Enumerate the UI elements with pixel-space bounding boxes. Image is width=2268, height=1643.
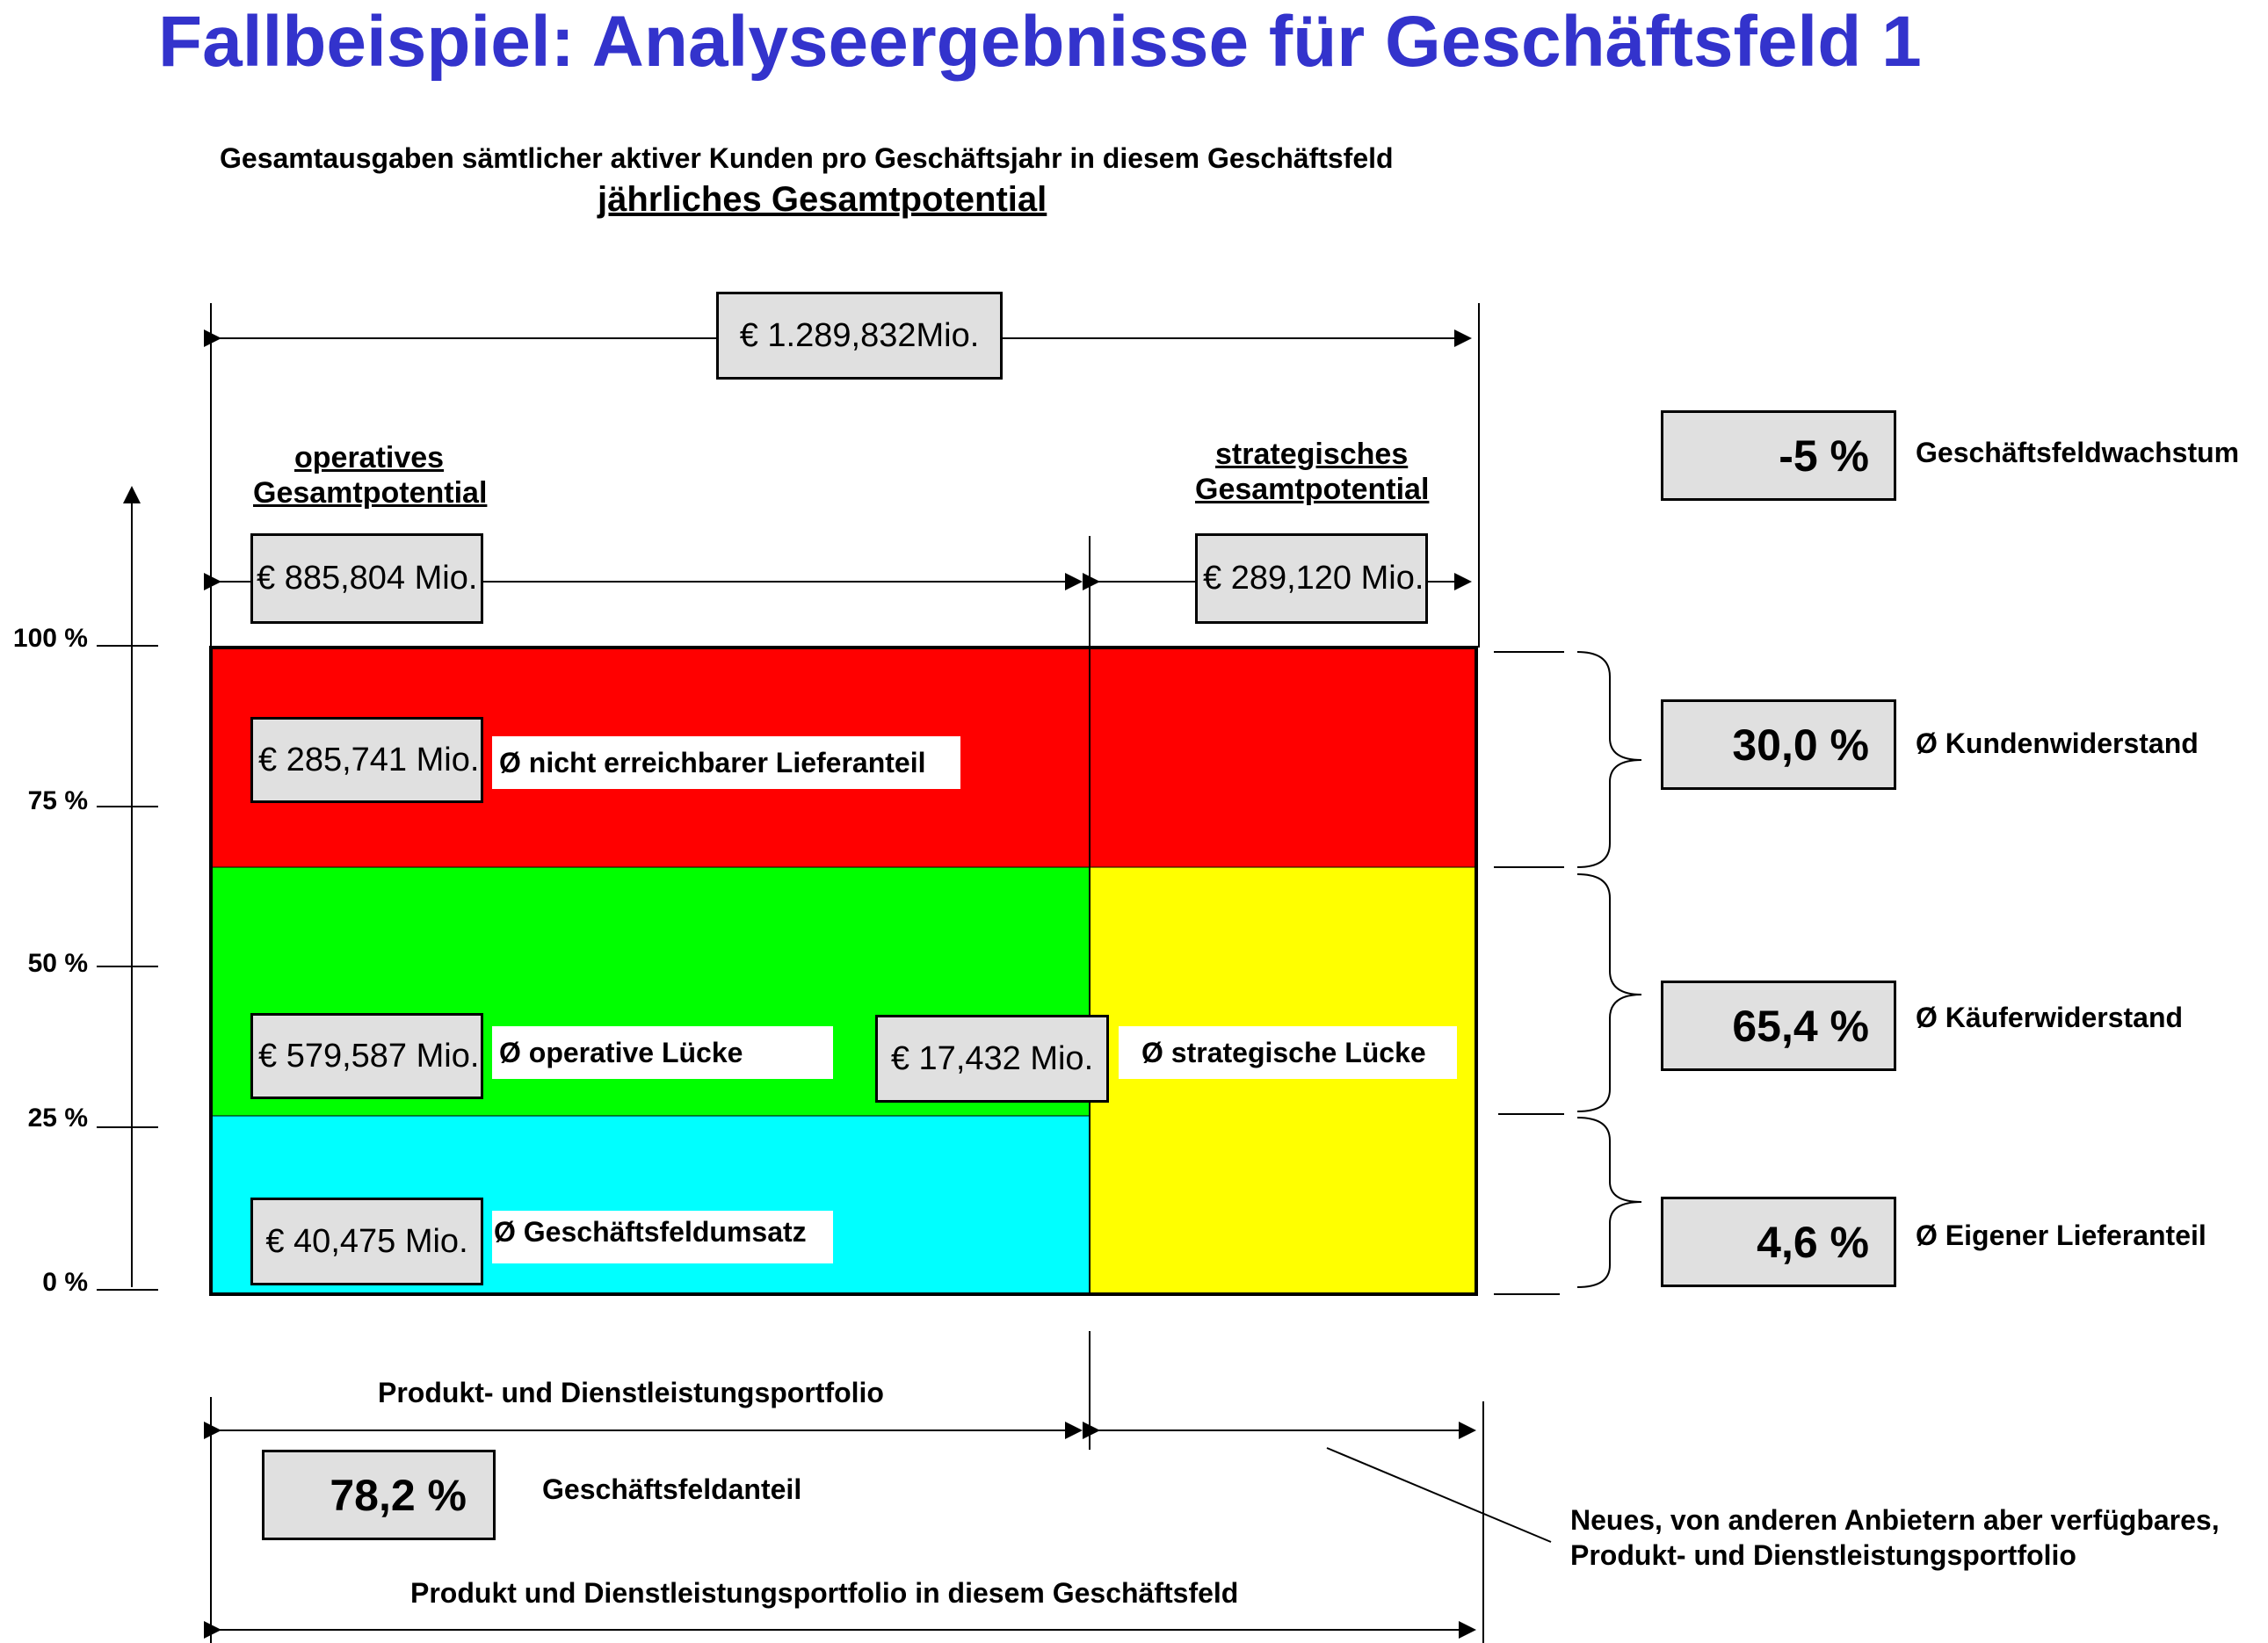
- main-frame: [209, 646, 1478, 1296]
- brace-lieferanteil: [1576, 1117, 1642, 1288]
- share-label: Geschäftsfeldanteil: [542, 1473, 802, 1505]
- portfolio-field-label: Produkt und Dienstleistungsportfolio in …: [410, 1577, 1239, 1609]
- metric-own-share-value: 4,6 %: [1661, 1197, 1896, 1287]
- metric-customer-resistance-label: Ø Kundenwiderstand: [1916, 727, 2199, 759]
- operative-value-box: € 885,804 Mio.: [250, 533, 483, 624]
- metric-customer-resistance-value: 30,0 %: [1661, 699, 1896, 790]
- strategic-label-line1: strategisches: [1215, 438, 1409, 471]
- axis-label-25: 25 %: [27, 1104, 88, 1133]
- new-portfolio-pointer: [1326, 1447, 1552, 1543]
- operative-gap-value-box: € 579,587 Mio.: [250, 1013, 483, 1099]
- share-value-box: 78,2 %: [262, 1450, 496, 1540]
- strategic-gap-value-box: € 17,432 Mio.: [875, 1015, 1109, 1103]
- axis-label-100: 100 %: [12, 624, 88, 653]
- subtitle-line2: jährliches Gesamtpotential: [598, 180, 1047, 219]
- axis-label-75: 75 %: [27, 786, 88, 815]
- new-portfolio-line2: Produkt- und Dienstleistungsportfolio: [1570, 1539, 2076, 1571]
- yellow-block: [1090, 867, 1476, 1294]
- revenue-value-box: € 40,475 Mio.: [250, 1198, 483, 1285]
- operative-label-line1: operatives: [294, 441, 445, 474]
- metric-growth-label: Geschäftsfeldwachstum: [1916, 437, 2240, 468]
- page-title: Fallbeispiel: Analyseergebnisse für Gesc…: [158, 2, 1922, 82]
- new-portfolio-line1: Neues, von anderen Anbietern aber verfüg…: [1570, 1504, 2220, 1536]
- portfolio-label: Produkt- und Dienstleistungsportfolio: [378, 1377, 884, 1408]
- subtitle-line1: Gesamtausgaben sämtlicher aktiver Kunden…: [220, 142, 1394, 174]
- strategic-label-line2: Gesamtpotential: [1195, 473, 1430, 506]
- metric-growth-value: -5 %: [1661, 410, 1896, 501]
- operative-label-line2: Gesamtpotential: [253, 476, 488, 510]
- total-value-box: € 1.289,832Mio.: [716, 292, 1003, 380]
- metric-buyer-resistance-label: Ø Käuferwiderstand: [1916, 1002, 2184, 1033]
- axis-label-0: 0 %: [42, 1268, 88, 1297]
- brace-kundenwiderstand: [1576, 651, 1642, 868]
- metric-own-share-label: Ø Eigener Lieferanteil: [1916, 1220, 2206, 1251]
- unreachable-value-box: € 285,741 Mio.: [250, 717, 483, 803]
- brace-kaeuferwiderstand: [1576, 873, 1642, 1112]
- operative-gap-label: Ø operative Lücke: [492, 1026, 833, 1079]
- revenue-label: Ø Geschäftsfeldumsatz: [492, 1211, 833, 1263]
- unreachable-label: Ø nicht erreichbarer Lieferanteil: [492, 736, 960, 789]
- strategic-gap-label: Ø strategische Lücke: [1119, 1026, 1457, 1079]
- axis-label-50: 50 %: [27, 949, 88, 978]
- metric-buyer-resistance-value: 65,4 %: [1661, 981, 1896, 1071]
- strategic-value-box: € 289,120 Mio.: [1195, 533, 1428, 624]
